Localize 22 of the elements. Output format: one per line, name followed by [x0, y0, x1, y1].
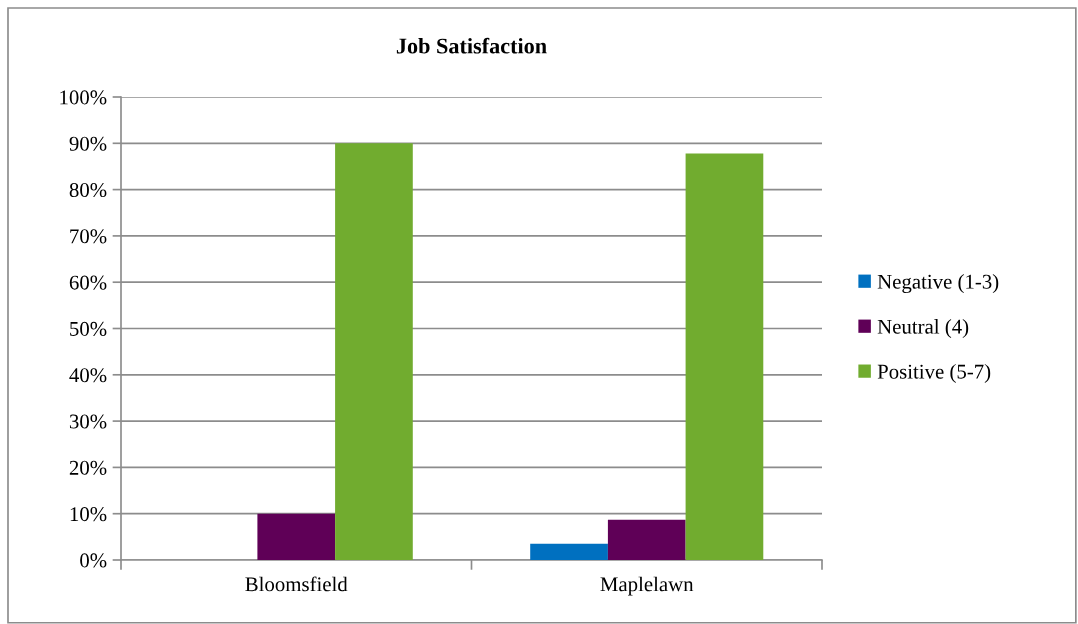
y-tick-label: 20% — [69, 460, 107, 475]
y-tick-label: 50% — [70, 321, 107, 336]
x-tick-label: Maplelawn — [600, 576, 694, 596]
bar — [607, 519, 686, 560]
bar — [335, 143, 413, 560]
bar — [530, 543, 608, 560]
bar — [257, 513, 336, 560]
y-tick-label: 10% — [70, 507, 107, 522]
y-tick-label: 80% — [69, 182, 107, 198]
legend-label: Neutral (4) — [877, 319, 969, 338]
y-tick-label: 40% — [69, 368, 107, 383]
y-tick-label: 60% — [69, 275, 107, 290]
y-tick-label: 70% — [70, 229, 107, 244]
legend-label: Positive (5-7) — [877, 364, 991, 383]
chart-title: Job Satisfaction — [396, 37, 547, 54]
y-tick-label: 90% — [69, 136, 107, 151]
y-tick-label: 30% — [69, 414, 107, 429]
legend-label: Negative (1-3) — [877, 274, 999, 294]
bar — [685, 153, 764, 560]
y-tick-label: 100% — [60, 90, 107, 105]
x-tick-label: Bloomsfield — [245, 576, 348, 592]
y-tick-label: 0% — [80, 553, 107, 568]
